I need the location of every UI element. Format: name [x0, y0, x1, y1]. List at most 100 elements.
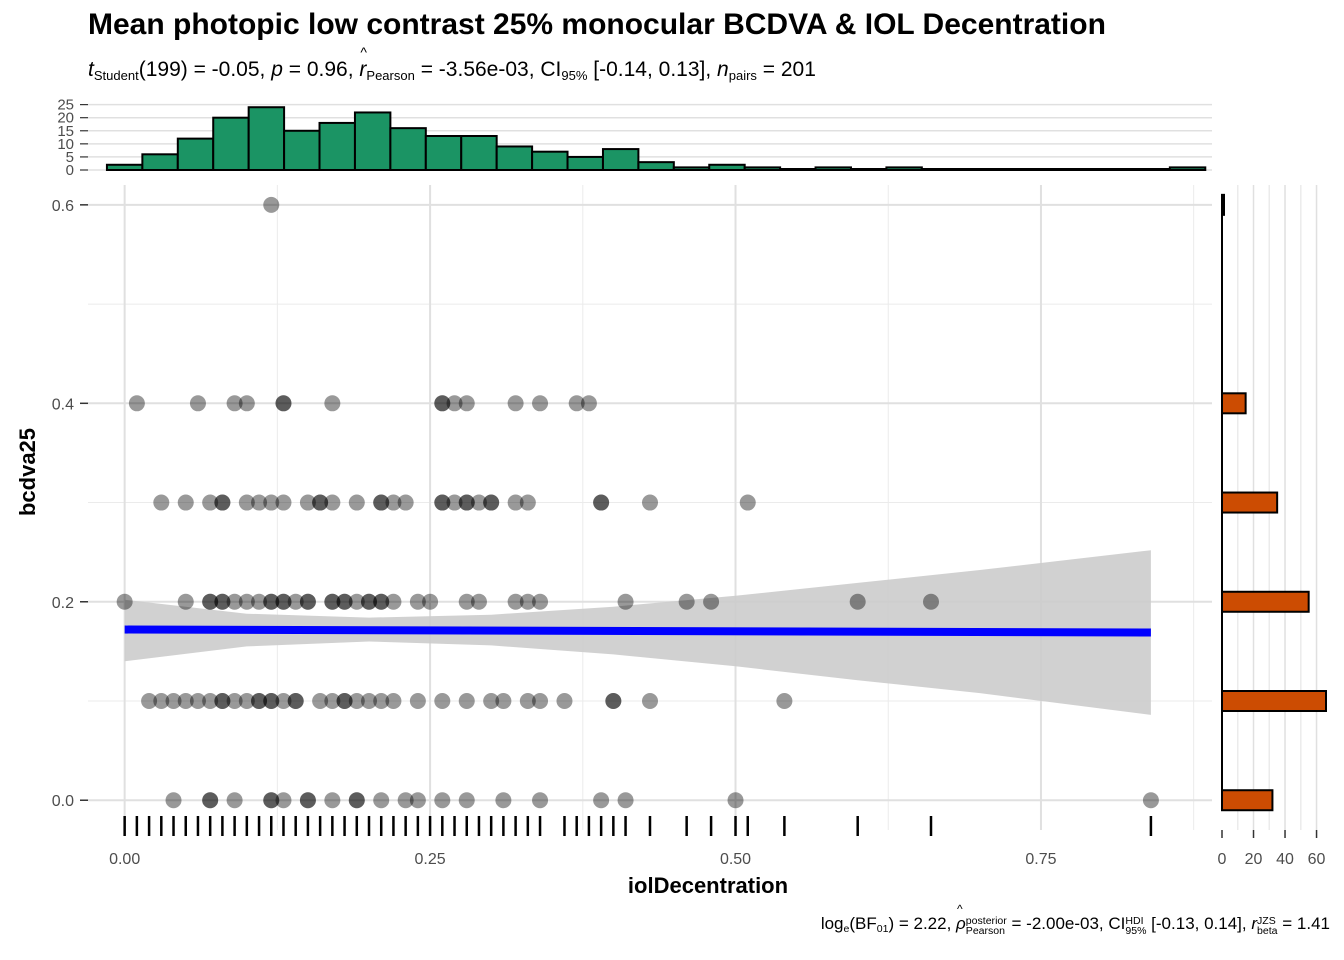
scatter-point	[263, 196, 280, 213]
scatter-point	[275, 593, 292, 610]
scatter-point	[556, 693, 573, 709]
top-hist-bar	[566, 155, 604, 172]
axes: 0.00 0.25 0.50 0.75 0.0 0.2 0.4 0.6	[52, 198, 1057, 868]
right-hist-bar	[1221, 491, 1279, 514]
top-hist-tick-label: 15	[57, 123, 74, 140]
scatter-point	[593, 494, 610, 511]
scatter-point	[519, 693, 536, 709]
top-hist-bar	[353, 111, 392, 171]
scatter-point	[373, 494, 390, 511]
scatter-point	[458, 693, 475, 709]
x-tick-label: 0.00	[109, 851, 140, 868]
top-hist-bar	[318, 121, 356, 172]
scatter-point	[238, 593, 255, 610]
scatter-point	[189, 693, 206, 709]
scatter-point	[605, 693, 622, 709]
y-tick-label: 0.4	[52, 396, 74, 413]
top-hist-bar	[141, 153, 179, 172]
scatter-point	[153, 693, 170, 709]
scatter-point	[128, 395, 145, 412]
scatter-point	[532, 395, 549, 412]
top-hist-bar	[743, 166, 782, 171]
x-tick-label: 0.50	[720, 851, 751, 868]
top-hist-bar	[991, 168, 1030, 171]
top-hist-bar	[1027, 168, 1065, 171]
scatter-point	[287, 693, 304, 709]
right-hist-tick-label: 60	[1308, 851, 1326, 868]
scatter-point	[348, 494, 365, 511]
scatter-point	[238, 395, 255, 412]
scatter-point	[263, 494, 280, 511]
scatter-point	[507, 494, 524, 511]
scatter-point	[251, 593, 268, 610]
scatter-point	[202, 792, 219, 809]
scatter-point	[336, 693, 353, 709]
top-hist-bar	[1062, 168, 1100, 171]
scatter-point	[336, 693, 353, 709]
scatter-point	[299, 593, 316, 610]
scatter-point	[202, 693, 219, 709]
scatter-point	[385, 593, 402, 610]
scatter-point	[470, 593, 487, 610]
scatter-point	[409, 693, 426, 709]
scatter-point	[483, 693, 500, 709]
y-tick-label: 0.0	[52, 793, 74, 810]
scatter-point	[348, 792, 365, 809]
scatter-point	[275, 395, 292, 412]
scatter-point	[593, 792, 610, 809]
top-hist-bar	[849, 168, 888, 171]
top-hist-bar	[176, 137, 215, 172]
scatter-point	[275, 593, 292, 610]
scatter-point	[373, 693, 390, 709]
scatter-point	[409, 792, 426, 809]
scatter-point	[458, 395, 475, 412]
right-hist-bar	[1221, 392, 1247, 415]
top-hist-tick-label: 5	[66, 149, 74, 166]
scatter-point	[495, 792, 512, 809]
scatter-point	[263, 593, 280, 610]
right-hist-bar	[1221, 690, 1327, 712]
top-hist-bar	[637, 161, 675, 171]
scatter-point	[202, 593, 219, 610]
top-hist-bar	[672, 166, 711, 171]
scatter-point	[642, 494, 658, 511]
top-hist-bar	[779, 168, 817, 171]
top-hist-bar	[460, 135, 498, 171]
scatter-point	[519, 593, 536, 610]
scatter-point	[263, 792, 280, 809]
scatter-point	[275, 494, 292, 511]
scatter-point	[446, 494, 463, 511]
scatter-point	[348, 792, 365, 809]
scatter-point	[397, 792, 414, 809]
right-hist-bar	[1221, 789, 1274, 812]
scatter-point	[238, 494, 255, 511]
scatter-point	[409, 593, 426, 610]
top-hist-tick-label: 25	[57, 97, 74, 114]
top-hist-tick-label: 0	[66, 162, 74, 179]
y-axis-label: bcdva25	[15, 428, 40, 516]
scatter-point	[739, 494, 756, 511]
x-tick-label: 0.75	[1025, 851, 1056, 868]
top-hist-bar	[814, 166, 852, 171]
scatter-point	[324, 395, 341, 412]
scatter-point	[299, 593, 316, 610]
scatter-point	[385, 494, 402, 511]
scatter-point	[434, 792, 451, 809]
chart-caption: loge(BF01) = 2.22, ρ ^ posterior Pearson = …	[820, 902, 1330, 937]
scatter-point	[202, 494, 219, 511]
scatter-point	[165, 792, 182, 809]
scatter-point	[373, 494, 390, 511]
scatter-point	[189, 395, 206, 412]
y-tick-label: 0.2	[52, 595, 74, 612]
scatter-point	[226, 395, 243, 412]
scatter-point	[263, 693, 280, 709]
scatter-point	[336, 593, 353, 610]
top-hist-bar	[247, 106, 286, 171]
top-hist-bar	[531, 150, 569, 171]
top-hist-tick-label: 10	[57, 136, 74, 153]
scatter-point	[263, 693, 280, 709]
scatter-point	[458, 494, 475, 511]
scatter-point	[348, 693, 365, 709]
scatter-point	[434, 395, 451, 412]
